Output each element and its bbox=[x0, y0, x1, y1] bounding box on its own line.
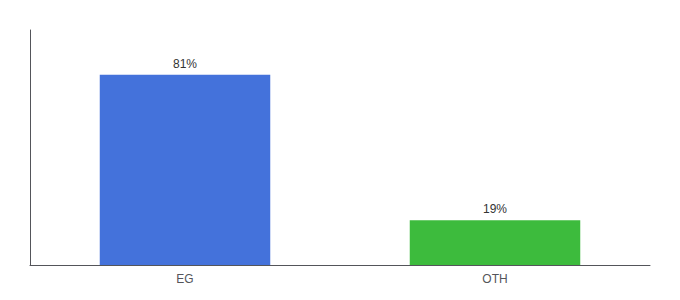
svg-text:19%: 19% bbox=[483, 202, 507, 216]
svg-text:81%: 81% bbox=[173, 57, 197, 71]
svg-text:EG: EG bbox=[176, 272, 193, 286]
svg-text:OTH: OTH bbox=[482, 272, 507, 286]
